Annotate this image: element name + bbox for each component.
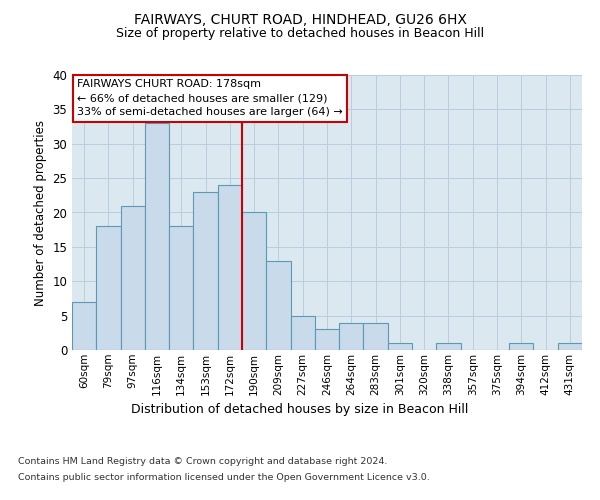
Text: FAIRWAYS, CHURT ROAD, HINDHEAD, GU26 6HX: FAIRWAYS, CHURT ROAD, HINDHEAD, GU26 6HX	[134, 12, 466, 26]
Text: Size of property relative to detached houses in Beacon Hill: Size of property relative to detached ho…	[116, 28, 484, 40]
Bar	[145, 123, 169, 350]
Bar	[364, 322, 388, 350]
Bar	[266, 260, 290, 350]
Bar	[388, 343, 412, 350]
Bar	[558, 343, 582, 350]
Bar	[339, 322, 364, 350]
Text: FAIRWAYS CHURT ROAD: 178sqm
← 66% of detached houses are smaller (129)
33% of se: FAIRWAYS CHURT ROAD: 178sqm ← 66% of det…	[77, 79, 343, 117]
Text: Contains public sector information licensed under the Open Government Licence v3: Contains public sector information licen…	[18, 472, 430, 482]
Bar	[169, 226, 193, 350]
Text: Contains HM Land Registry data © Crown copyright and database right 2024.: Contains HM Land Registry data © Crown c…	[18, 458, 388, 466]
Bar	[193, 192, 218, 350]
Bar	[72, 302, 96, 350]
Bar	[121, 206, 145, 350]
Bar	[509, 343, 533, 350]
Text: Distribution of detached houses by size in Beacon Hill: Distribution of detached houses by size …	[131, 402, 469, 415]
Bar	[290, 316, 315, 350]
Bar	[242, 212, 266, 350]
Y-axis label: Number of detached properties: Number of detached properties	[34, 120, 47, 306]
Bar	[218, 185, 242, 350]
Bar	[436, 343, 461, 350]
Bar	[96, 226, 121, 350]
Bar	[315, 330, 339, 350]
